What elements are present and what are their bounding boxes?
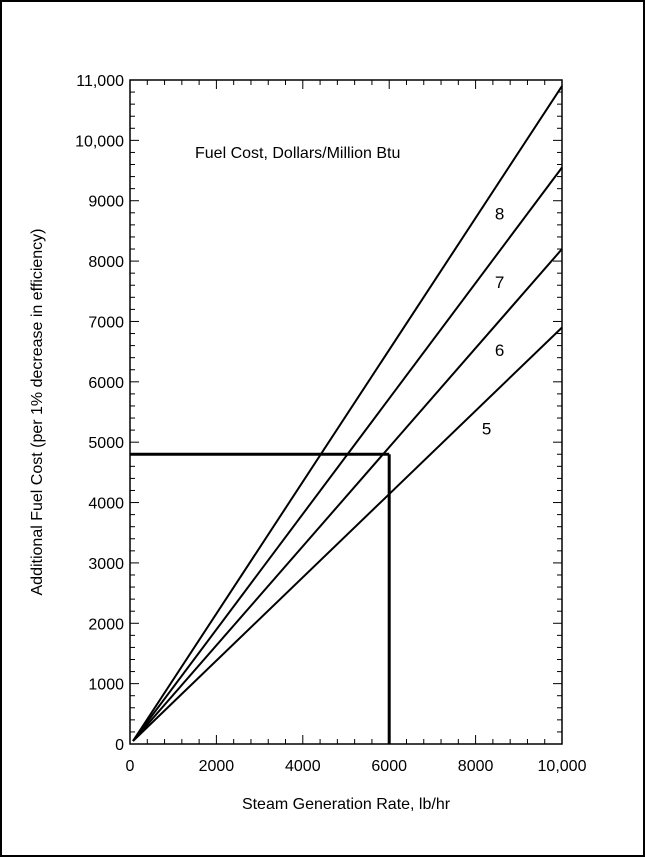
x-tick-label: 6000	[371, 758, 407, 775]
y-tick-label: 9000	[88, 194, 124, 211]
series-label-5: 5	[482, 420, 491, 439]
y-tick-label: 8000	[88, 254, 124, 271]
x-axis-title: Steam Generation Rate, lb/hr	[242, 796, 451, 813]
example-reading-lines	[130, 452, 391, 744]
y-tick-label: 1000	[88, 677, 124, 694]
y-tick-label: 5000	[88, 435, 124, 452]
series-label-8: 8	[495, 204, 504, 223]
plot-area-border	[129, 79, 563, 745]
y-tick-label: 3000	[88, 556, 124, 573]
x-tick-label: 0	[126, 758, 135, 775]
y-tick-label: 10,000	[75, 133, 124, 150]
series-line-5	[132, 326, 563, 742]
x-tick-label: 2000	[199, 758, 235, 775]
x-tick-label: 8000	[458, 758, 494, 775]
y-tick-labels: 0 1000 2000 3000 4000 5000 6000 7000 8000 9000 10,…	[75, 73, 124, 754]
series-line-6	[132, 248, 563, 742]
series-labels: 8 7 6 5	[482, 204, 504, 438]
y-tick-label: 6000	[88, 375, 124, 392]
y-tick-label: 11,000	[76, 73, 124, 90]
x-tick-labels: 0 2000 4000 6000 8000 10,000	[126, 758, 587, 775]
y-tick-label: 7000	[88, 314, 124, 331]
y-axis-title: Additional Fuel Cost (per 1% decrease in…	[29, 229, 46, 596]
series-label-7: 7	[495, 273, 504, 292]
y-tick-label: 0	[115, 737, 124, 754]
y-tick-label: 4000	[88, 496, 124, 513]
series-lines	[132, 85, 563, 742]
y-tick-label: 2000	[88, 616, 124, 633]
x-tick-label: 10,000	[538, 758, 587, 775]
series-label-6: 6	[495, 341, 504, 360]
series-line-8	[132, 85, 563, 742]
legend-title: Fuel Cost, Dollars/Million Btu	[195, 145, 400, 162]
x-tick-label: 4000	[285, 758, 321, 775]
axis-ticks	[129, 79, 563, 745]
